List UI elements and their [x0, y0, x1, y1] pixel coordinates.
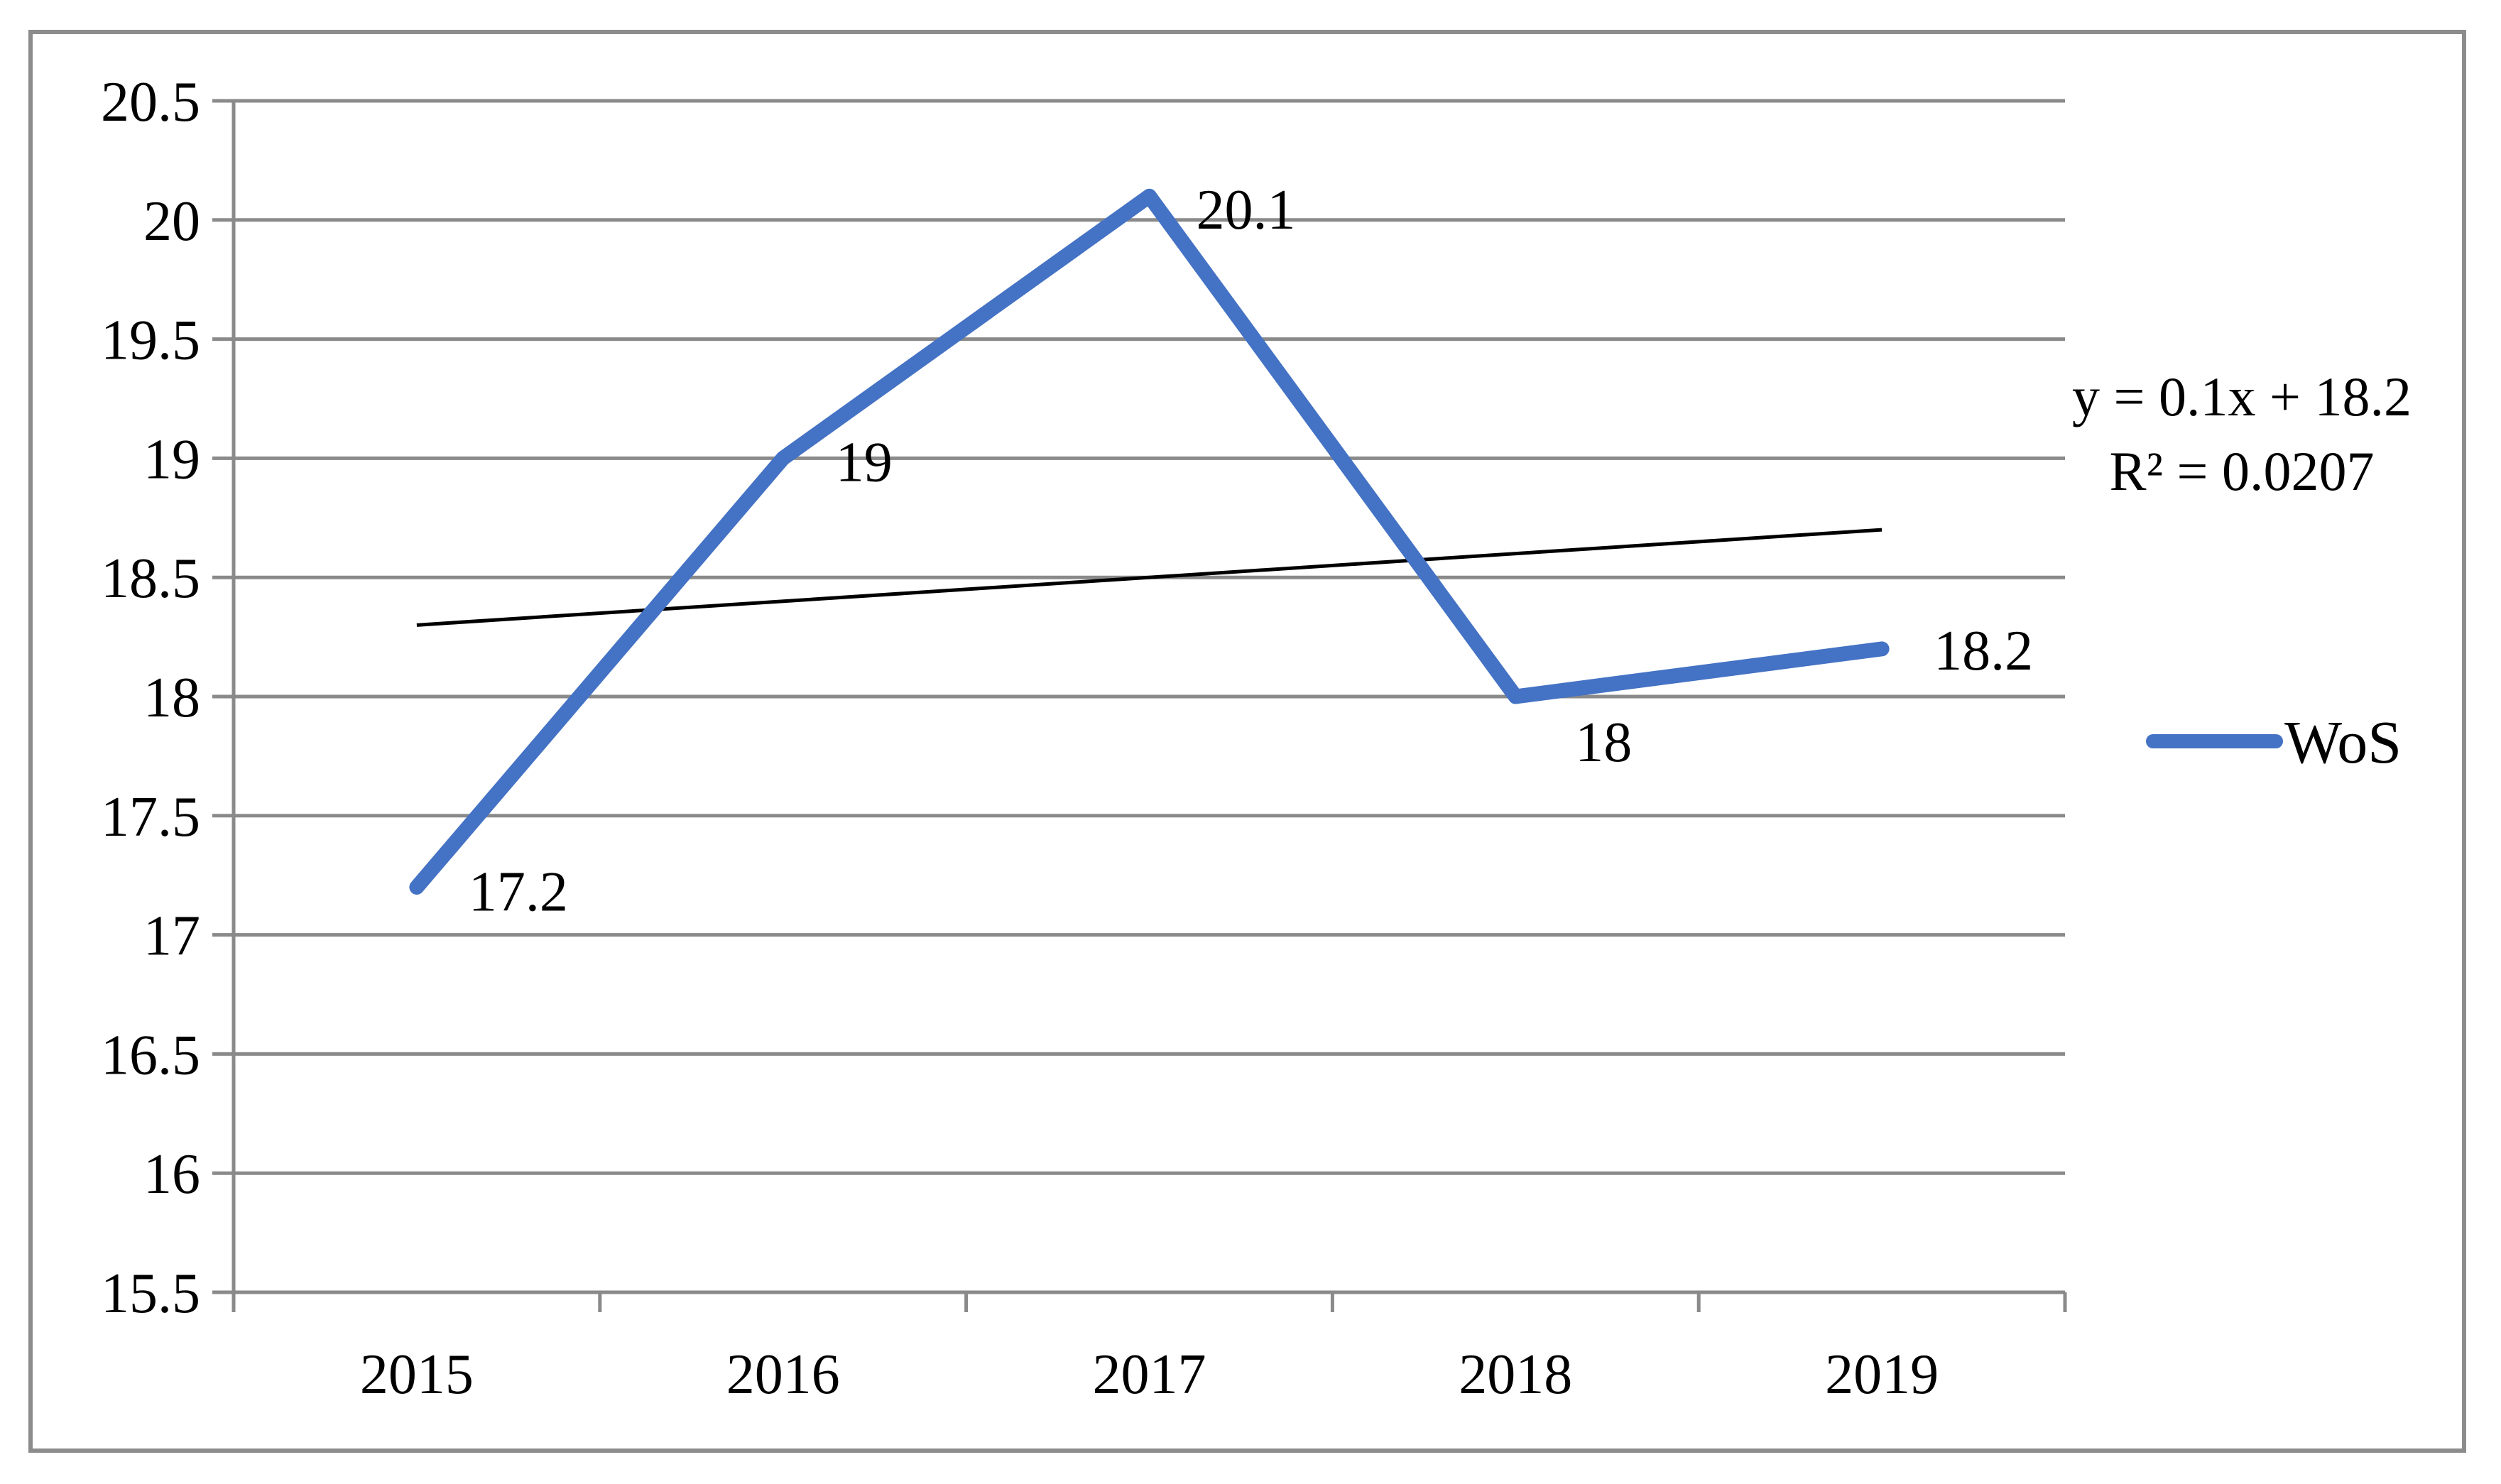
- y-axis-tick-label: 18: [143, 667, 200, 729]
- y-axis-tick-label: 18.5: [101, 547, 200, 610]
- y-axis-tick-label: 19.5: [101, 310, 200, 372]
- y-axis-tick-label: 16.5: [101, 1024, 200, 1086]
- legend-label: WoS: [2284, 708, 2402, 776]
- data-label: 20.1: [1197, 179, 1296, 241]
- x-axis-tick-label: 2016: [726, 1343, 840, 1406]
- x-axis-tick-label: 2017: [1093, 1343, 1206, 1406]
- data-label: 17.2: [469, 861, 568, 923]
- data-label: 19: [836, 431, 893, 493]
- trendline-equation: y = 0.1x + 18.2: [2072, 366, 2412, 427]
- y-axis-tick-labels: 20.5 20 19.5 19 18.5 18 17.5 17 16.5 16 15.5: [101, 71, 200, 1325]
- trendline-r-squared: R² = 0.0207: [2110, 440, 2375, 502]
- x-axis-tick-label: 2018: [1459, 1343, 1572, 1406]
- y-axis-tick-label: 16: [143, 1143, 200, 1206]
- y-axis-tick-label: 20: [143, 190, 200, 253]
- x-axis-tick-labels: 2015 2016 2017 2018 2019: [360, 1343, 1939, 1406]
- legend: WoS: [2146, 708, 2402, 776]
- data-label: 18: [1575, 711, 1632, 774]
- y-axis-tick-label: 17: [143, 905, 200, 968]
- data-labels: 17.2 19 20.1 18 18.2: [469, 179, 2033, 923]
- axes: [231, 101, 2067, 1312]
- y-axis-tick-label: 19: [143, 428, 200, 491]
- y-axis-tick-label: 17.5: [101, 786, 200, 849]
- data-label: 18.2: [1934, 620, 2033, 682]
- gridlines: [212, 99, 2065, 1294]
- y-axis-tick-label: 15.5: [101, 1262, 200, 1325]
- x-axis-tick-label: 2015: [360, 1343, 474, 1406]
- x-axis-tick-label: 2019: [1825, 1343, 1939, 1406]
- y-axis-tick-label: 20.5: [101, 71, 200, 133]
- series-line-wos: [409, 188, 1890, 895]
- figure-border: [28, 30, 2466, 1453]
